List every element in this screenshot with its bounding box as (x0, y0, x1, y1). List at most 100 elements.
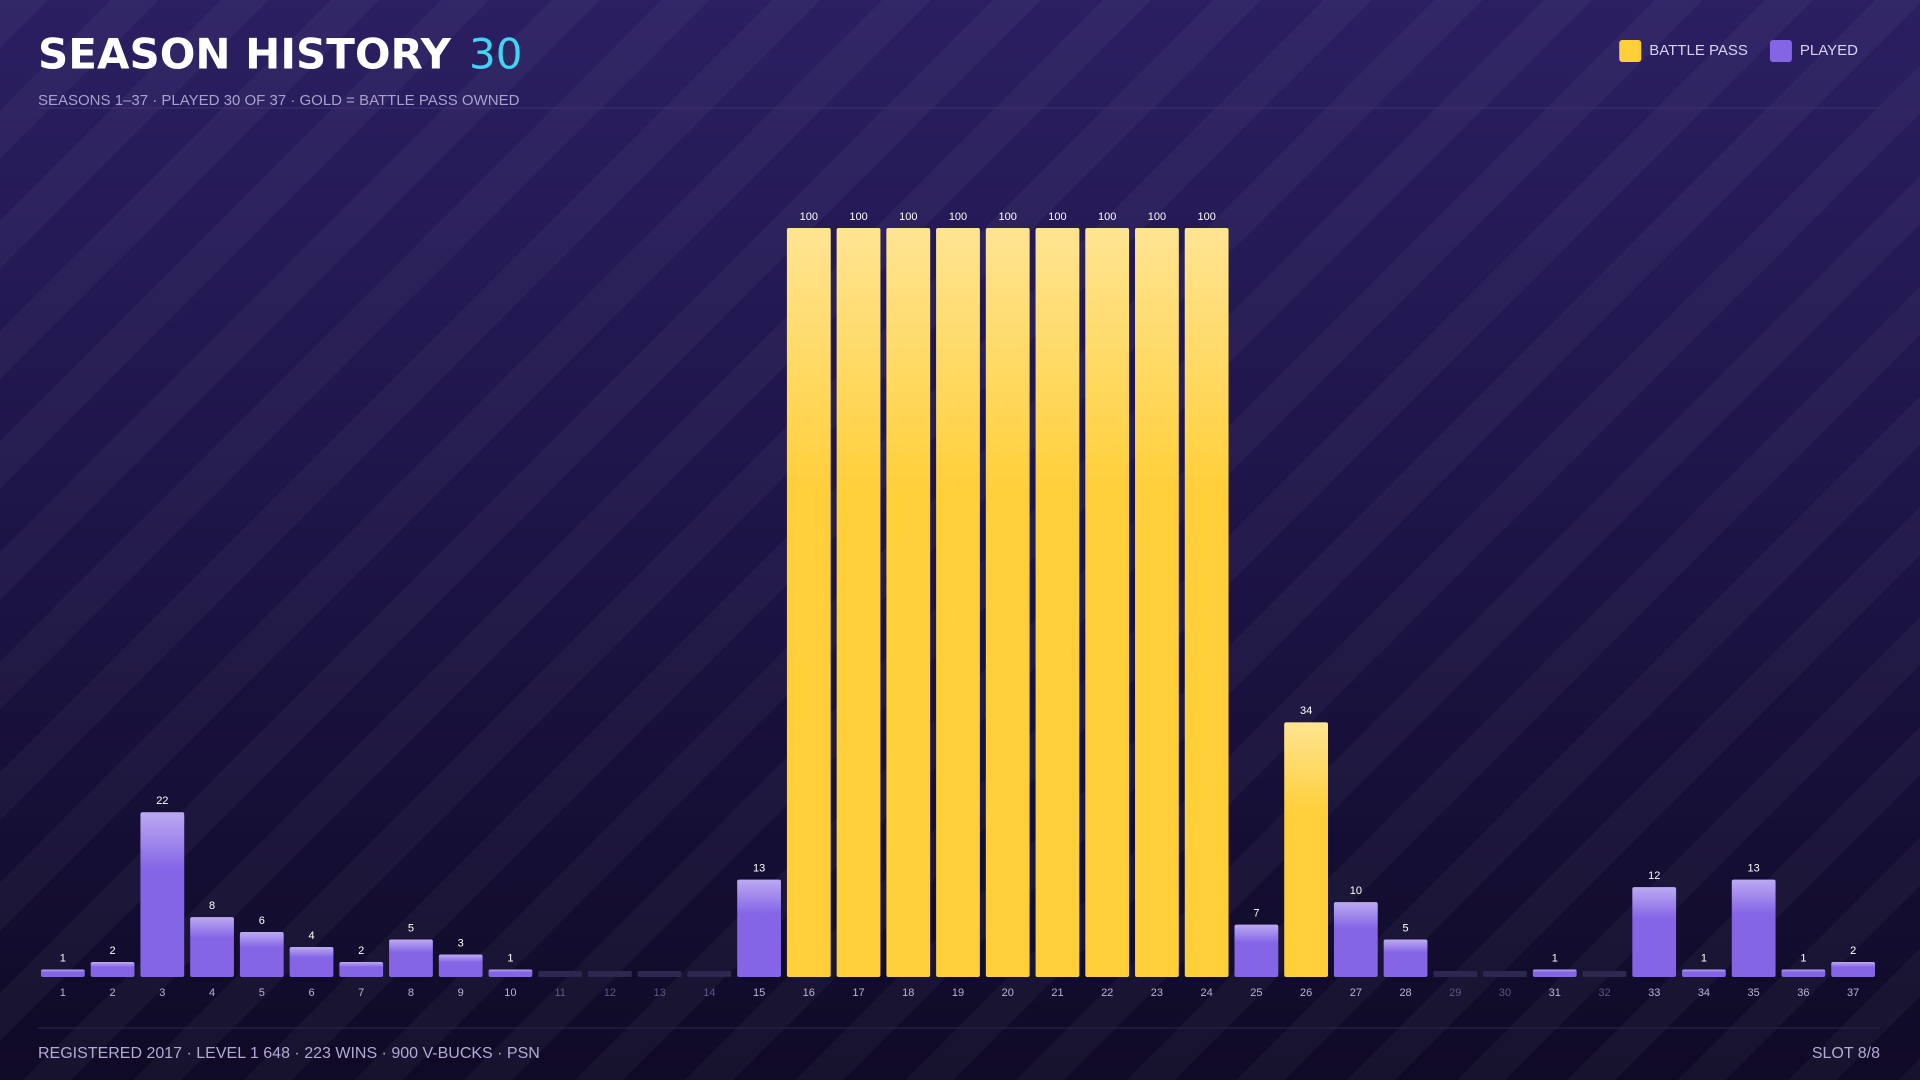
empty-slot (538, 971, 583, 977)
bar-shine (1532, 969, 1577, 973)
x-tick-label: 28 (1399, 987, 1411, 999)
x-tick-label: 15 (753, 987, 765, 999)
value-label: 5 (1403, 922, 1409, 934)
value-label: 3 (458, 937, 464, 949)
footer-info: REGISTERED 2017 · LEVEL 1 648 · 223 WINS… (38, 1045, 540, 1062)
x-tick-label: 4 (209, 987, 215, 999)
value-label: 100 (849, 211, 867, 223)
empty-slot (687, 971, 732, 977)
x-tick-label: 18 (902, 987, 914, 999)
legend-label: PLAYED (1800, 42, 1858, 59)
x-tick-label: 23 (1151, 987, 1163, 999)
x-tick-label: 24 (1201, 987, 1213, 999)
x-tick-label: 26 (1300, 987, 1312, 999)
value-label: 10 (1350, 885, 1362, 897)
value-label: 100 (1048, 211, 1066, 223)
bar-shine (1135, 228, 1179, 491)
bar-shine (936, 228, 980, 491)
bar-shine (985, 228, 1030, 491)
x-tick-label: 3 (159, 987, 165, 999)
bar-shine (190, 917, 234, 939)
value-label: 1 (60, 952, 66, 964)
bar-shine (389, 939, 433, 953)
x-tick-label: 9 (458, 987, 464, 999)
bar-shine (1085, 228, 1130, 491)
x-tick-label: 1 (60, 987, 66, 999)
bar-shine (438, 954, 483, 963)
bar-shine (140, 812, 185, 870)
bar-shine (1333, 902, 1378, 929)
legend: PLAYED BATTLE PASS (1619, 40, 1858, 62)
value-label: 5 (408, 922, 414, 934)
season-count: 30 (469, 30, 522, 79)
x-tick-label: 19 (952, 987, 964, 999)
x-tick-label: 20 (1002, 987, 1014, 999)
bar-shine (886, 228, 931, 491)
title: SEASON HISTORY (38, 30, 452, 79)
value-label: 100 (949, 211, 967, 223)
empty-slot (637, 971, 682, 977)
x-tick-label: 17 (852, 987, 864, 999)
value-label: 1 (1552, 952, 1558, 964)
x-tick-label: 34 (1698, 987, 1710, 999)
legend-swatch (1769, 40, 1792, 62)
x-tick-label: 37 (1847, 987, 1859, 999)
value-label: 34 (1300, 705, 1312, 717)
subtitle: SEASONS 1–37 · PLAYED 30 OF 37 · GOLD = … (38, 92, 520, 109)
value-label: 100 (1148, 211, 1166, 223)
bar-shine (786, 228, 831, 491)
bar-shine (737, 879, 781, 914)
x-tick-label: 35 (1748, 987, 1760, 999)
value-label: 2 (1850, 945, 1856, 957)
x-tick-label: 8 (408, 987, 414, 999)
bar-shine (1632, 887, 1677, 919)
x-tick-label: 22 (1101, 987, 1113, 999)
bar-shine (836, 228, 881, 491)
value-label: 1 (1800, 952, 1806, 964)
value-label: 6 (259, 915, 265, 927)
x-tick-label: 29 (1449, 987, 1461, 999)
value-label: 7 (1253, 907, 1259, 919)
x-tick-label: 2 (110, 987, 116, 999)
value-label: 13 (1748, 863, 1760, 875)
legend-swatch (1619, 40, 1642, 62)
x-tick-label: 7 (358, 987, 364, 999)
bar-shine (488, 969, 533, 973)
bar-shine (1284, 722, 1328, 812)
bar-shine (1184, 228, 1229, 491)
bar-shine (1831, 962, 1876, 968)
bar-shine (40, 969, 85, 973)
bar-shine (1234, 924, 1279, 943)
value-label: 13 (753, 863, 765, 875)
bar-shine (239, 932, 284, 948)
bar-shine (1781, 969, 1826, 973)
value-label: 2 (358, 945, 364, 957)
legend-label: BATTLE PASS (1649, 42, 1748, 59)
empty-slot (1483, 971, 1527, 977)
x-tick-label: 31 (1549, 987, 1561, 999)
x-tick-label: 12 (604, 987, 616, 999)
x-tick-label: 27 (1350, 987, 1362, 999)
value-label: 2 (110, 945, 116, 957)
value-label: 22 (156, 795, 168, 807)
x-tick-label: 11 (554, 987, 565, 999)
value-label: 1 (1701, 952, 1707, 964)
bar-shine (1731, 879, 1776, 914)
x-tick-label: 36 (1797, 987, 1809, 999)
value-label: 4 (308, 930, 314, 942)
x-tick-label: 14 (703, 987, 715, 999)
bar-shine (339, 962, 384, 968)
bar-shine (1682, 969, 1726, 973)
x-tick-label: 5 (259, 987, 265, 999)
bar-shine (90, 962, 135, 968)
value-label: 12 (1648, 870, 1660, 882)
value-label: 100 (999, 211, 1017, 223)
footer-slot: SLOT 8/8 (1812, 1045, 1880, 1062)
x-tick-label: 16 (803, 987, 815, 999)
empty-slot (1433, 971, 1478, 977)
value-label: 100 (800, 211, 818, 223)
empty-slot (1582, 971, 1627, 977)
value-label: 1 (507, 952, 513, 964)
x-tick-label: 32 (1598, 987, 1610, 999)
